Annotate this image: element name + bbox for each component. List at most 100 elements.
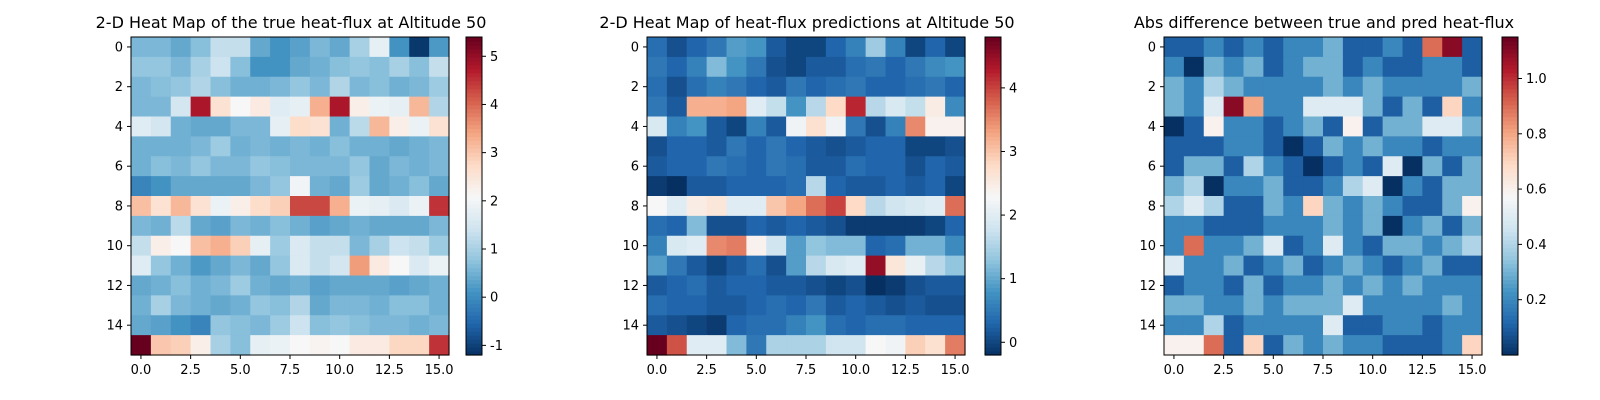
heatmap-cell [1402, 136, 1423, 157]
heatmap-cell [250, 76, 271, 98]
heatmap-cell [309, 295, 331, 316]
heatmap-cell [150, 315, 172, 336]
heatmap-cell [290, 196, 311, 217]
heatmap-cell [885, 215, 906, 237]
heatmap-cell [885, 295, 906, 316]
heatmap-cell [1402, 196, 1423, 217]
heatmap-cell [666, 196, 688, 217]
heatmap-cell [290, 335, 311, 356]
colorbar-swatch [1502, 267, 1518, 273]
heatmap-cell [1243, 136, 1264, 157]
heatmap-cell [1462, 156, 1483, 177]
heatmap-cell [925, 235, 946, 257]
heatmap-cell [666, 215, 688, 237]
heatmap-cell [806, 37, 827, 58]
heatmap-cell [170, 176, 192, 197]
colorbar-swatch [466, 235, 482, 241]
heatmap-cell [647, 335, 668, 356]
heatmap-cell [686, 156, 708, 177]
heatmap-cell [1442, 76, 1463, 98]
heatmap-cell [1462, 315, 1483, 336]
heatmap-cell [786, 196, 807, 217]
heatmap-cell [845, 235, 867, 257]
heatmap-cell [1342, 315, 1364, 336]
heatmap-cell [905, 156, 926, 177]
colorbar-swatch [985, 52, 1001, 58]
heatmap-cell [726, 37, 747, 58]
heatmap-cell [885, 315, 906, 336]
colorbar-swatch [466, 251, 482, 257]
heatmap-cell [250, 215, 271, 237]
colorbar-swatch [466, 351, 482, 356]
heatmap-cell [845, 96, 867, 118]
heatmap-cell [746, 295, 767, 316]
colorbar-swatch [1502, 283, 1518, 289]
heatmap-cell [825, 295, 847, 316]
heatmap-cell [666, 116, 688, 137]
heatmap-cell [1164, 215, 1185, 237]
heatmap-cell [806, 295, 827, 316]
heatmap-cell [329, 335, 351, 356]
heatmap-cell [905, 136, 926, 157]
heatmap-cell [746, 76, 767, 98]
heatmap-cell [706, 96, 728, 118]
heatmap-cell [1442, 196, 1463, 217]
heatmap-cell [131, 156, 152, 177]
heatmap-cell [1362, 295, 1384, 316]
colorbar-swatch [985, 215, 1001, 221]
heatmap-cell [666, 235, 688, 257]
colorbar-swatch [1502, 40, 1518, 46]
x-tick-label: 15.0 [941, 363, 970, 378]
colorbar-swatch [466, 279, 482, 285]
colorbar-tick-label: 0 [1009, 336, 1017, 351]
heatmap-cell [429, 156, 450, 177]
heatmap-cell [170, 56, 192, 78]
colorbar-frame [984, 36, 1002, 356]
heatmap-cell [409, 76, 430, 98]
heatmap-cell [1303, 255, 1324, 277]
heatmap-cell [250, 136, 271, 157]
colorbar-tick-label: 3 [490, 146, 498, 161]
heatmap-cell [230, 56, 251, 78]
heatmap-cell [429, 136, 450, 157]
heatmap-cell [190, 196, 212, 217]
heatmap-cell [786, 96, 807, 118]
heatmap-cell [1342, 136, 1364, 157]
heatmap-cell [1303, 116, 1324, 137]
heatmap-cell [1342, 37, 1364, 58]
colorbar-swatch [985, 48, 1001, 54]
heatmap-cell [746, 156, 767, 177]
heatmap-cell [429, 196, 450, 217]
heatmap-cell [389, 335, 410, 356]
heatmap-cell [1164, 76, 1185, 98]
heatmap-cell [1362, 116, 1384, 137]
heatmap-cell [1223, 255, 1245, 277]
heatmap-cell [1422, 136, 1443, 157]
heatmap-cell [1243, 96, 1264, 118]
heatmap-cell [349, 96, 371, 118]
heatmap-cell [429, 56, 450, 78]
heatmap-cell [1323, 315, 1344, 336]
x-tick-label: 12.5 [1408, 363, 1437, 378]
heatmap-cell [806, 76, 827, 98]
heatmap-cell [329, 116, 351, 137]
heatmap-cell [766, 295, 787, 316]
heatmap-cell [706, 235, 728, 257]
colorbar-swatch [985, 223, 1001, 229]
heatmap-cell [1263, 156, 1284, 177]
colorbar-swatch [985, 235, 1001, 241]
heatmap-cell [746, 255, 767, 277]
heatmap-cell [270, 176, 291, 197]
heatmap-cell [1323, 156, 1344, 177]
colorbar-swatch [466, 68, 482, 74]
y-tick-label: 0 [115, 40, 123, 55]
heatmap-cell [290, 315, 311, 336]
colorbar-ticks: 0.2 0.4 0.6 0.8 1.0 [1518, 72, 1547, 308]
heatmap-cell [1223, 37, 1245, 58]
heatmap-cell [369, 335, 390, 356]
heatmap-cell [1402, 275, 1423, 296]
y-tick-label: 4 [631, 120, 639, 135]
colorbar-swatch [1502, 279, 1518, 285]
heatmap-cell [1402, 56, 1423, 78]
heatmap-cell [686, 315, 708, 336]
